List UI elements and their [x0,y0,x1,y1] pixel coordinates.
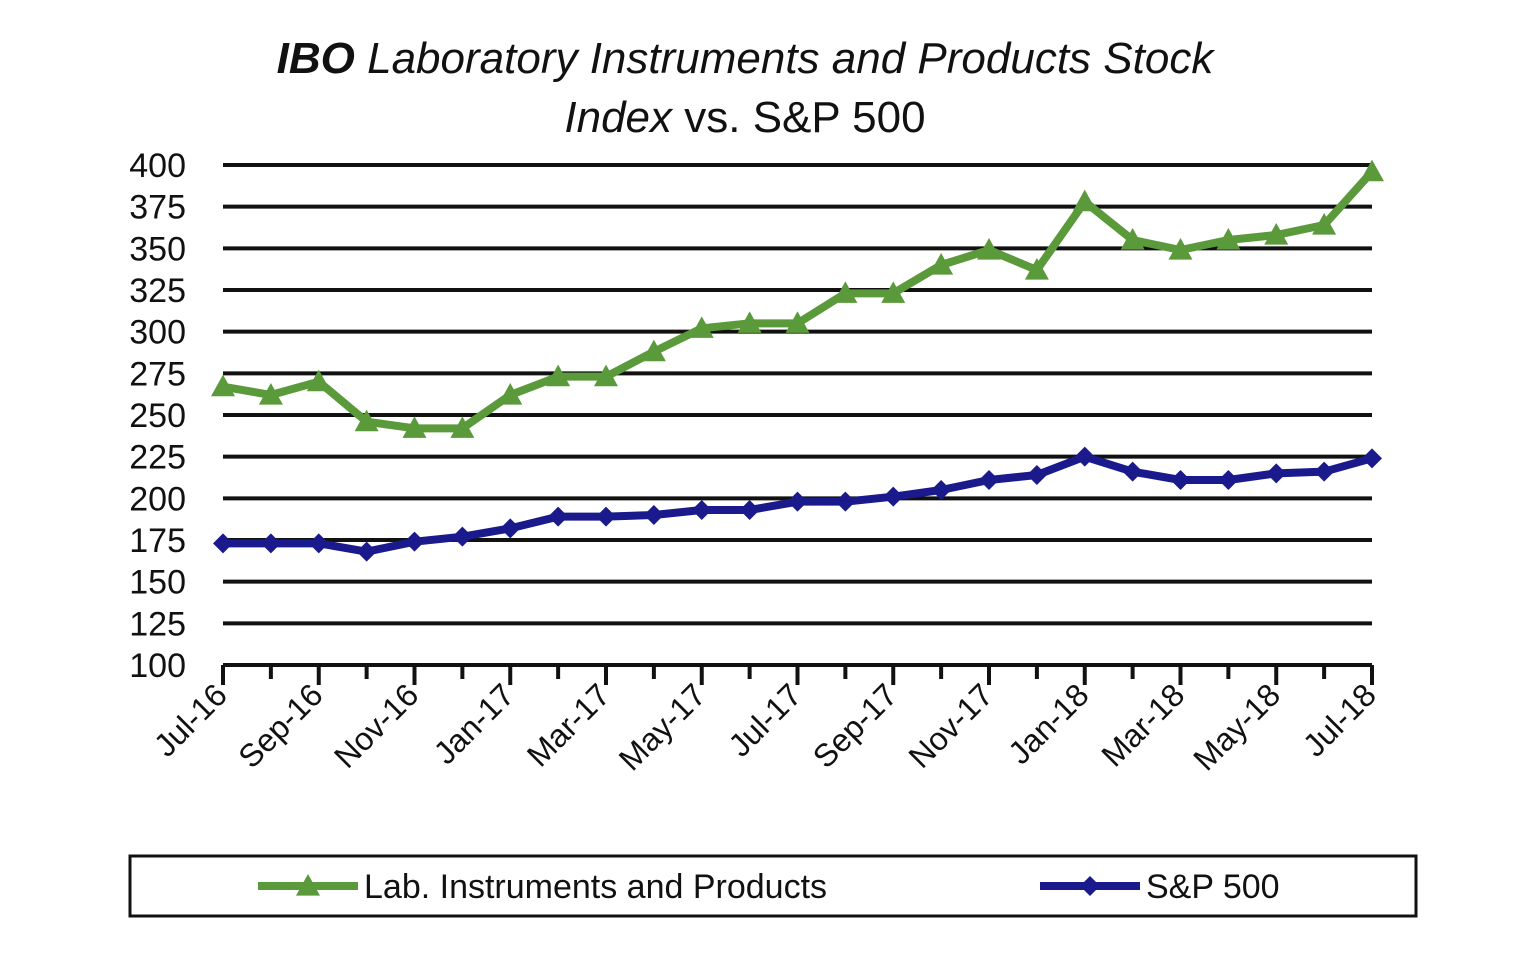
data-point [596,506,616,527]
x-tick-label: Jan-18 [1001,676,1096,771]
y-tick-label: 225 [129,439,186,477]
data-point [306,369,331,392]
x-tick-label: Nov-17 [902,676,1000,774]
y-tick-label: 350 [129,230,186,268]
title-part-ibo: IBO [277,34,355,83]
data-point [835,491,856,512]
data-point [258,383,283,405]
legend-swatch-marker [1080,876,1100,896]
y-tick-label: 325 [129,272,186,310]
data-point [1168,238,1193,260]
data-point [689,316,714,338]
data-point [1120,228,1145,250]
data-point [1314,461,1335,482]
legend-swatch-marker [296,874,320,896]
data-point [833,281,858,303]
title-part-vs: vs. S&P 500 [672,93,926,142]
data-point [977,238,1001,260]
data-point [787,491,808,512]
y-tick-label: 175 [129,522,186,560]
data-point [1312,213,1337,235]
data-point [1264,223,1289,245]
series-layer [211,159,1384,562]
data-point [881,281,906,303]
data-point [498,383,523,405]
data-point [450,416,475,438]
data-point [641,339,666,362]
data-point [737,311,762,333]
data-point [213,533,233,554]
data-point [1266,463,1287,484]
y-tick-label: 275 [129,355,186,393]
data-point [404,531,425,552]
title-part-rest: Laboratory Instruments and Products Stoc… [355,34,1215,83]
data-point [1122,461,1143,482]
data-point [356,541,377,562]
y-tick-label: 250 [129,397,186,435]
legend-items: Lab. Instruments and Products S&P 500 [258,868,1280,906]
data-point [452,526,473,547]
data-point [691,500,712,520]
data-point [594,364,618,387]
data-point [546,364,571,387]
series-line [222,168,1375,433]
legend: Lab. Instruments and Products S&P 500 [128,854,1418,918]
data-point [883,486,904,507]
data-point [643,505,664,525]
data-point [211,374,235,397]
data-point [500,518,521,539]
x-tick-label: Nov-16 [327,676,425,774]
data-point [931,480,952,500]
data-point [1216,228,1241,250]
legend-label: Lab. Instruments and Products [364,868,827,906]
grid-lines [223,163,1372,626]
y-tick-label: 150 [129,564,186,602]
y-tick-label: 375 [129,189,186,227]
legend-label: S&P 500 [1146,868,1280,906]
chart-title-line-1: IBO Laboratory Instruments and Products … [277,34,1216,83]
data-point [354,409,379,432]
x-tick-label: Sep-16 [231,676,329,774]
data-point [1170,470,1191,490]
x-tick-label: May-17 [612,676,713,777]
data-point [1072,189,1097,212]
data-point [1026,465,1047,485]
x-tick-label: Mar-17 [520,676,617,773]
data-point [1362,448,1382,469]
data-point [1074,446,1095,467]
data-point [979,470,999,490]
x-tick-label: Jul-18 [1296,676,1383,763]
legend-item: Lab. Instruments and Products [258,868,827,906]
data-point [1360,159,1384,182]
y-tick-label: 300 [129,314,186,352]
legend-item: S&P 500 [1040,868,1280,906]
data-point [929,253,954,275]
chart-title-line-2: Index vs. S&P 500 [564,93,925,142]
x-tick-label: Jul-16 [147,676,234,763]
data-point [1218,470,1239,490]
x-tick-label: Jul-17 [721,676,808,763]
data-point [548,506,569,527]
x-tick-label: Jan-17 [427,676,522,771]
x-tick-label: May-18 [1186,676,1287,777]
y-tick-label: 100 [129,647,186,685]
data-point [402,416,427,438]
series-lab-instruments [211,159,1384,438]
y-tick-label: 400 [129,147,186,185]
y-tick-label: 200 [129,480,186,518]
x-tick-label: Mar-18 [1094,676,1191,773]
data-point [1024,258,1049,280]
title-part-index: Index [564,93,674,142]
data-point [308,533,329,554]
data-point [785,311,810,333]
series-sp500 [213,446,1382,562]
y-tick-label: 125 [129,605,186,643]
x-tick-label: Sep-17 [806,676,904,774]
data-point [739,500,760,520]
data-point [260,533,281,554]
